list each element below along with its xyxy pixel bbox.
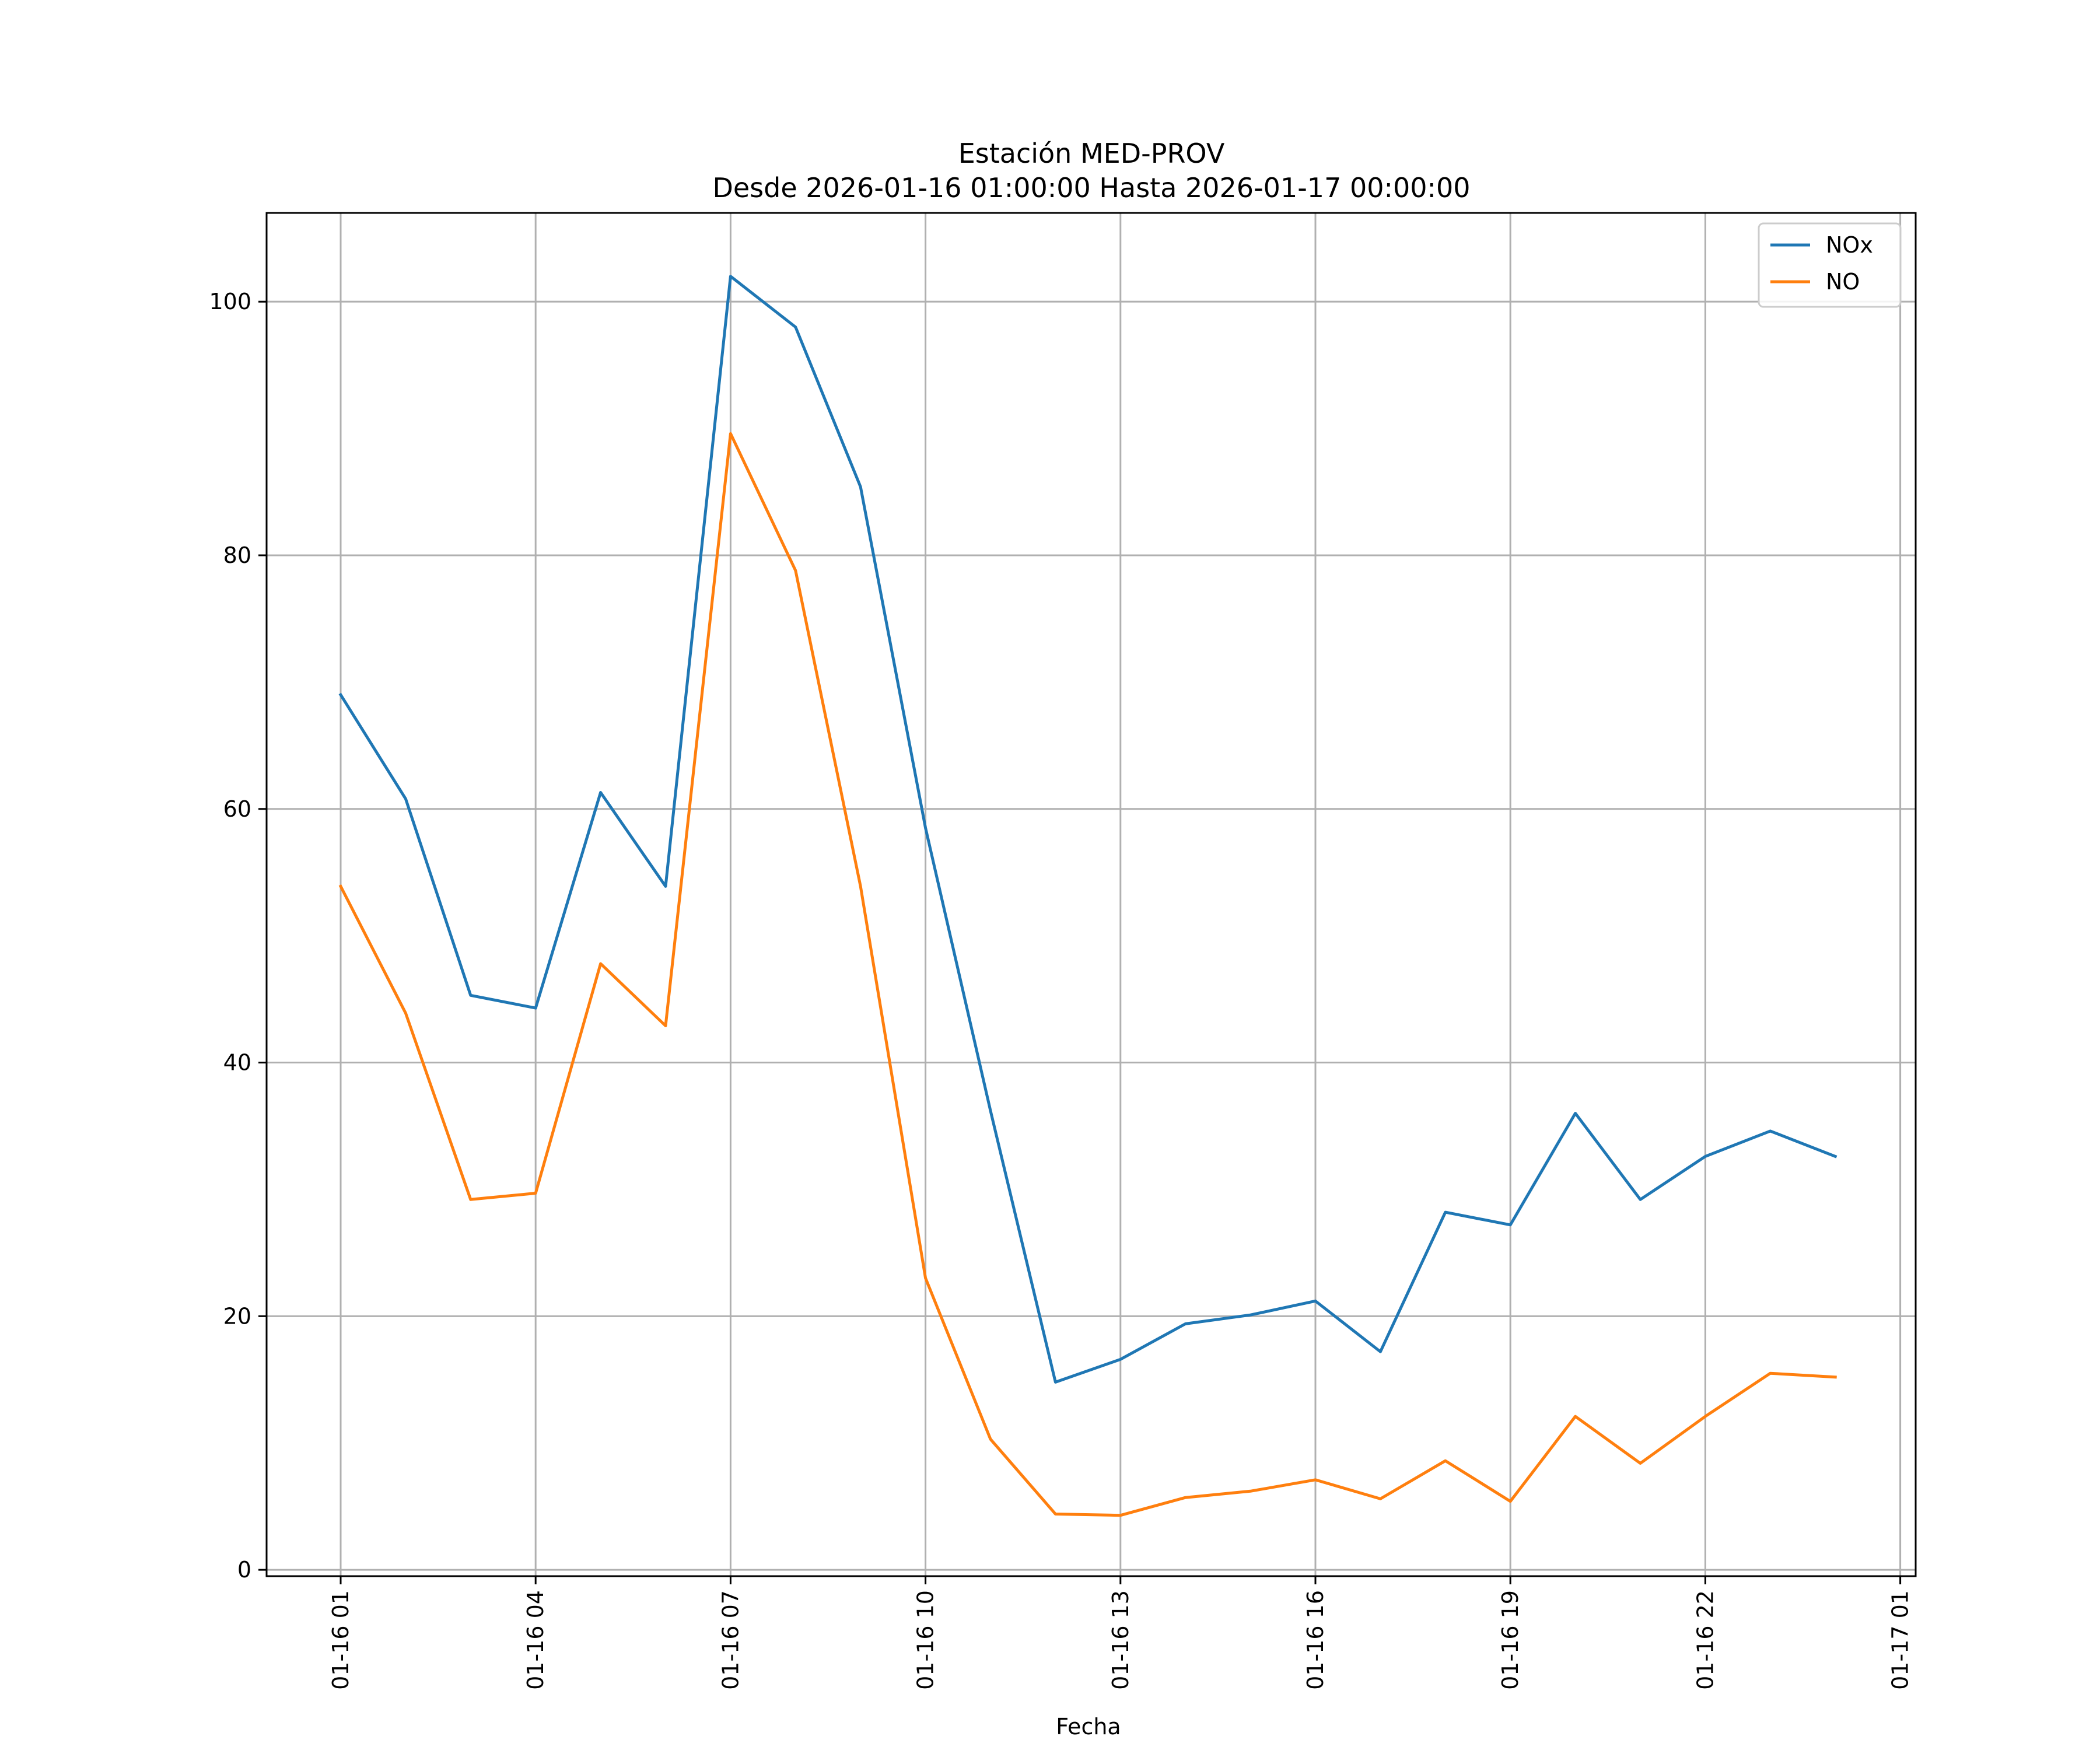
- y-tick-label: 60: [223, 796, 251, 822]
- legend: NOx NO: [1758, 222, 1902, 308]
- y-tick-label: 100: [209, 289, 251, 314]
- y-tick-label: 0: [237, 1557, 251, 1583]
- chart-subtitle: Desde 2026-01-16 01:00:00 Hasta 2026-01-…: [712, 172, 1470, 204]
- x-tick-label: 01-16 22: [1692, 1590, 1718, 1690]
- y-tick-label: 80: [223, 542, 251, 568]
- x-tick-label: 01-16 19: [1497, 1590, 1523, 1690]
- x-axis-label: Fecha: [1056, 1714, 1121, 1740]
- x-tick-label: 01-17 01: [1888, 1590, 1913, 1690]
- series-line-no: [338, 432, 1837, 1517]
- x-tick-label: 01-16 13: [1108, 1590, 1133, 1690]
- legend-label-no: NO: [1826, 269, 1860, 295]
- x-tick-label: 01-16 07: [718, 1590, 743, 1690]
- axis-ticks: 01-16 01 01-16 04 01-16 07 01-16 10 01-16 13…: [209, 289, 1913, 1690]
- series-line-nox: [338, 275, 1838, 1384]
- legend-items: NOx NO: [1770, 232, 1873, 295]
- legend-label-nox: NOx: [1826, 232, 1873, 258]
- y-tick-label: 20: [223, 1303, 251, 1329]
- chart-title: Estación MED-PROV: [958, 138, 1225, 169]
- x-tick-label: 01-16 01: [328, 1590, 354, 1690]
- series-lines: [338, 275, 1838, 1517]
- plot-area-frame: [265, 212, 1917, 1577]
- x-tick-label: 01-16 10: [913, 1590, 939, 1690]
- y-tick-label: 40: [223, 1050, 251, 1076]
- x-tick-label: 01-16 04: [523, 1590, 548, 1690]
- x-tick-label: 01-16 16: [1303, 1590, 1328, 1690]
